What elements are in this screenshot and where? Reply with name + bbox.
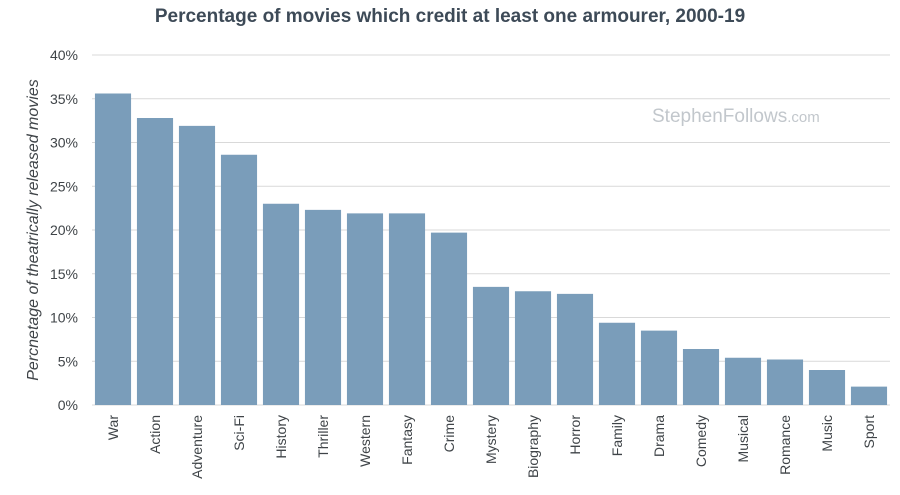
- y-axis-ticks: 0% 5% 10% 15% 20% 25% 30% 35% 40%: [50, 47, 78, 413]
- x-tick-label: Thriller: [315, 415, 331, 458]
- y-tick-label: 30%: [50, 135, 78, 151]
- x-tick-label: Musical: [735, 415, 751, 462]
- y-tick-label: 5%: [58, 353, 78, 369]
- x-tick-label: Action: [147, 415, 163, 454]
- bar-musical: [724, 357, 762, 405]
- bar-sport: [850, 386, 888, 405]
- x-tick-label: Biography: [525, 415, 541, 478]
- bar-drama: [640, 330, 678, 405]
- y-tick-label: 40%: [50, 47, 78, 63]
- bar-mystery: [472, 286, 510, 405]
- x-tick-label: Adventure: [189, 415, 205, 479]
- x-tick-label: Sport: [861, 415, 877, 449]
- watermark-main: StephenFollows: [652, 106, 787, 127]
- x-tick-label: Romance: [777, 415, 793, 475]
- bar-fantasy: [388, 213, 426, 405]
- y-tick-label: 20%: [50, 222, 78, 238]
- x-axis-labels: War Action Adventure Sci-Fi History Thriller W…: [105, 415, 877, 479]
- x-tick-label: Music: [819, 415, 835, 452]
- x-tick-label: Sci-Fi: [231, 415, 247, 451]
- bar-crime: [430, 232, 468, 405]
- y-tick-label: 35%: [50, 91, 78, 107]
- bar-thriller: [304, 209, 342, 405]
- y-tick-label: 15%: [50, 266, 78, 282]
- bar-romance: [766, 359, 804, 405]
- x-tick-label: Fantasy: [399, 415, 415, 465]
- x-tick-label: Drama: [651, 415, 667, 457]
- x-tick-label: Family: [609, 415, 625, 456]
- bar-war: [94, 93, 132, 405]
- bar-action: [136, 118, 174, 405]
- x-tick-label: Mystery: [483, 415, 499, 464]
- bar-sci-fi: [220, 154, 258, 405]
- x-tick-label: War: [105, 415, 121, 440]
- bar-history: [262, 203, 300, 405]
- chart-title: Percentage of movies which credit at lea…: [154, 6, 746, 27]
- y-tick-label: 0%: [58, 397, 78, 413]
- bar-horror: [556, 293, 594, 405]
- x-tick-label: Crime: [441, 415, 457, 453]
- bar-comedy: [682, 349, 720, 405]
- y-tick-label: 10%: [50, 310, 78, 326]
- y-axis-label: Percnetage of theatrically released movi…: [25, 79, 42, 381]
- bar-music: [808, 370, 846, 405]
- bar-biography: [514, 291, 552, 405]
- watermark: StephenFollows.com: [652, 106, 820, 127]
- x-tick-label: Comedy: [693, 415, 709, 467]
- x-tick-label: Horror: [567, 415, 583, 455]
- x-tick-label: Western: [357, 415, 373, 467]
- y-tick-label: 25%: [50, 178, 78, 194]
- x-tick-label: History: [273, 415, 289, 459]
- bar-family: [598, 322, 636, 405]
- bar-western: [346, 213, 384, 405]
- bars: [94, 93, 888, 405]
- bar-adventure: [178, 125, 216, 405]
- watermark-suffix: .com: [787, 109, 820, 126]
